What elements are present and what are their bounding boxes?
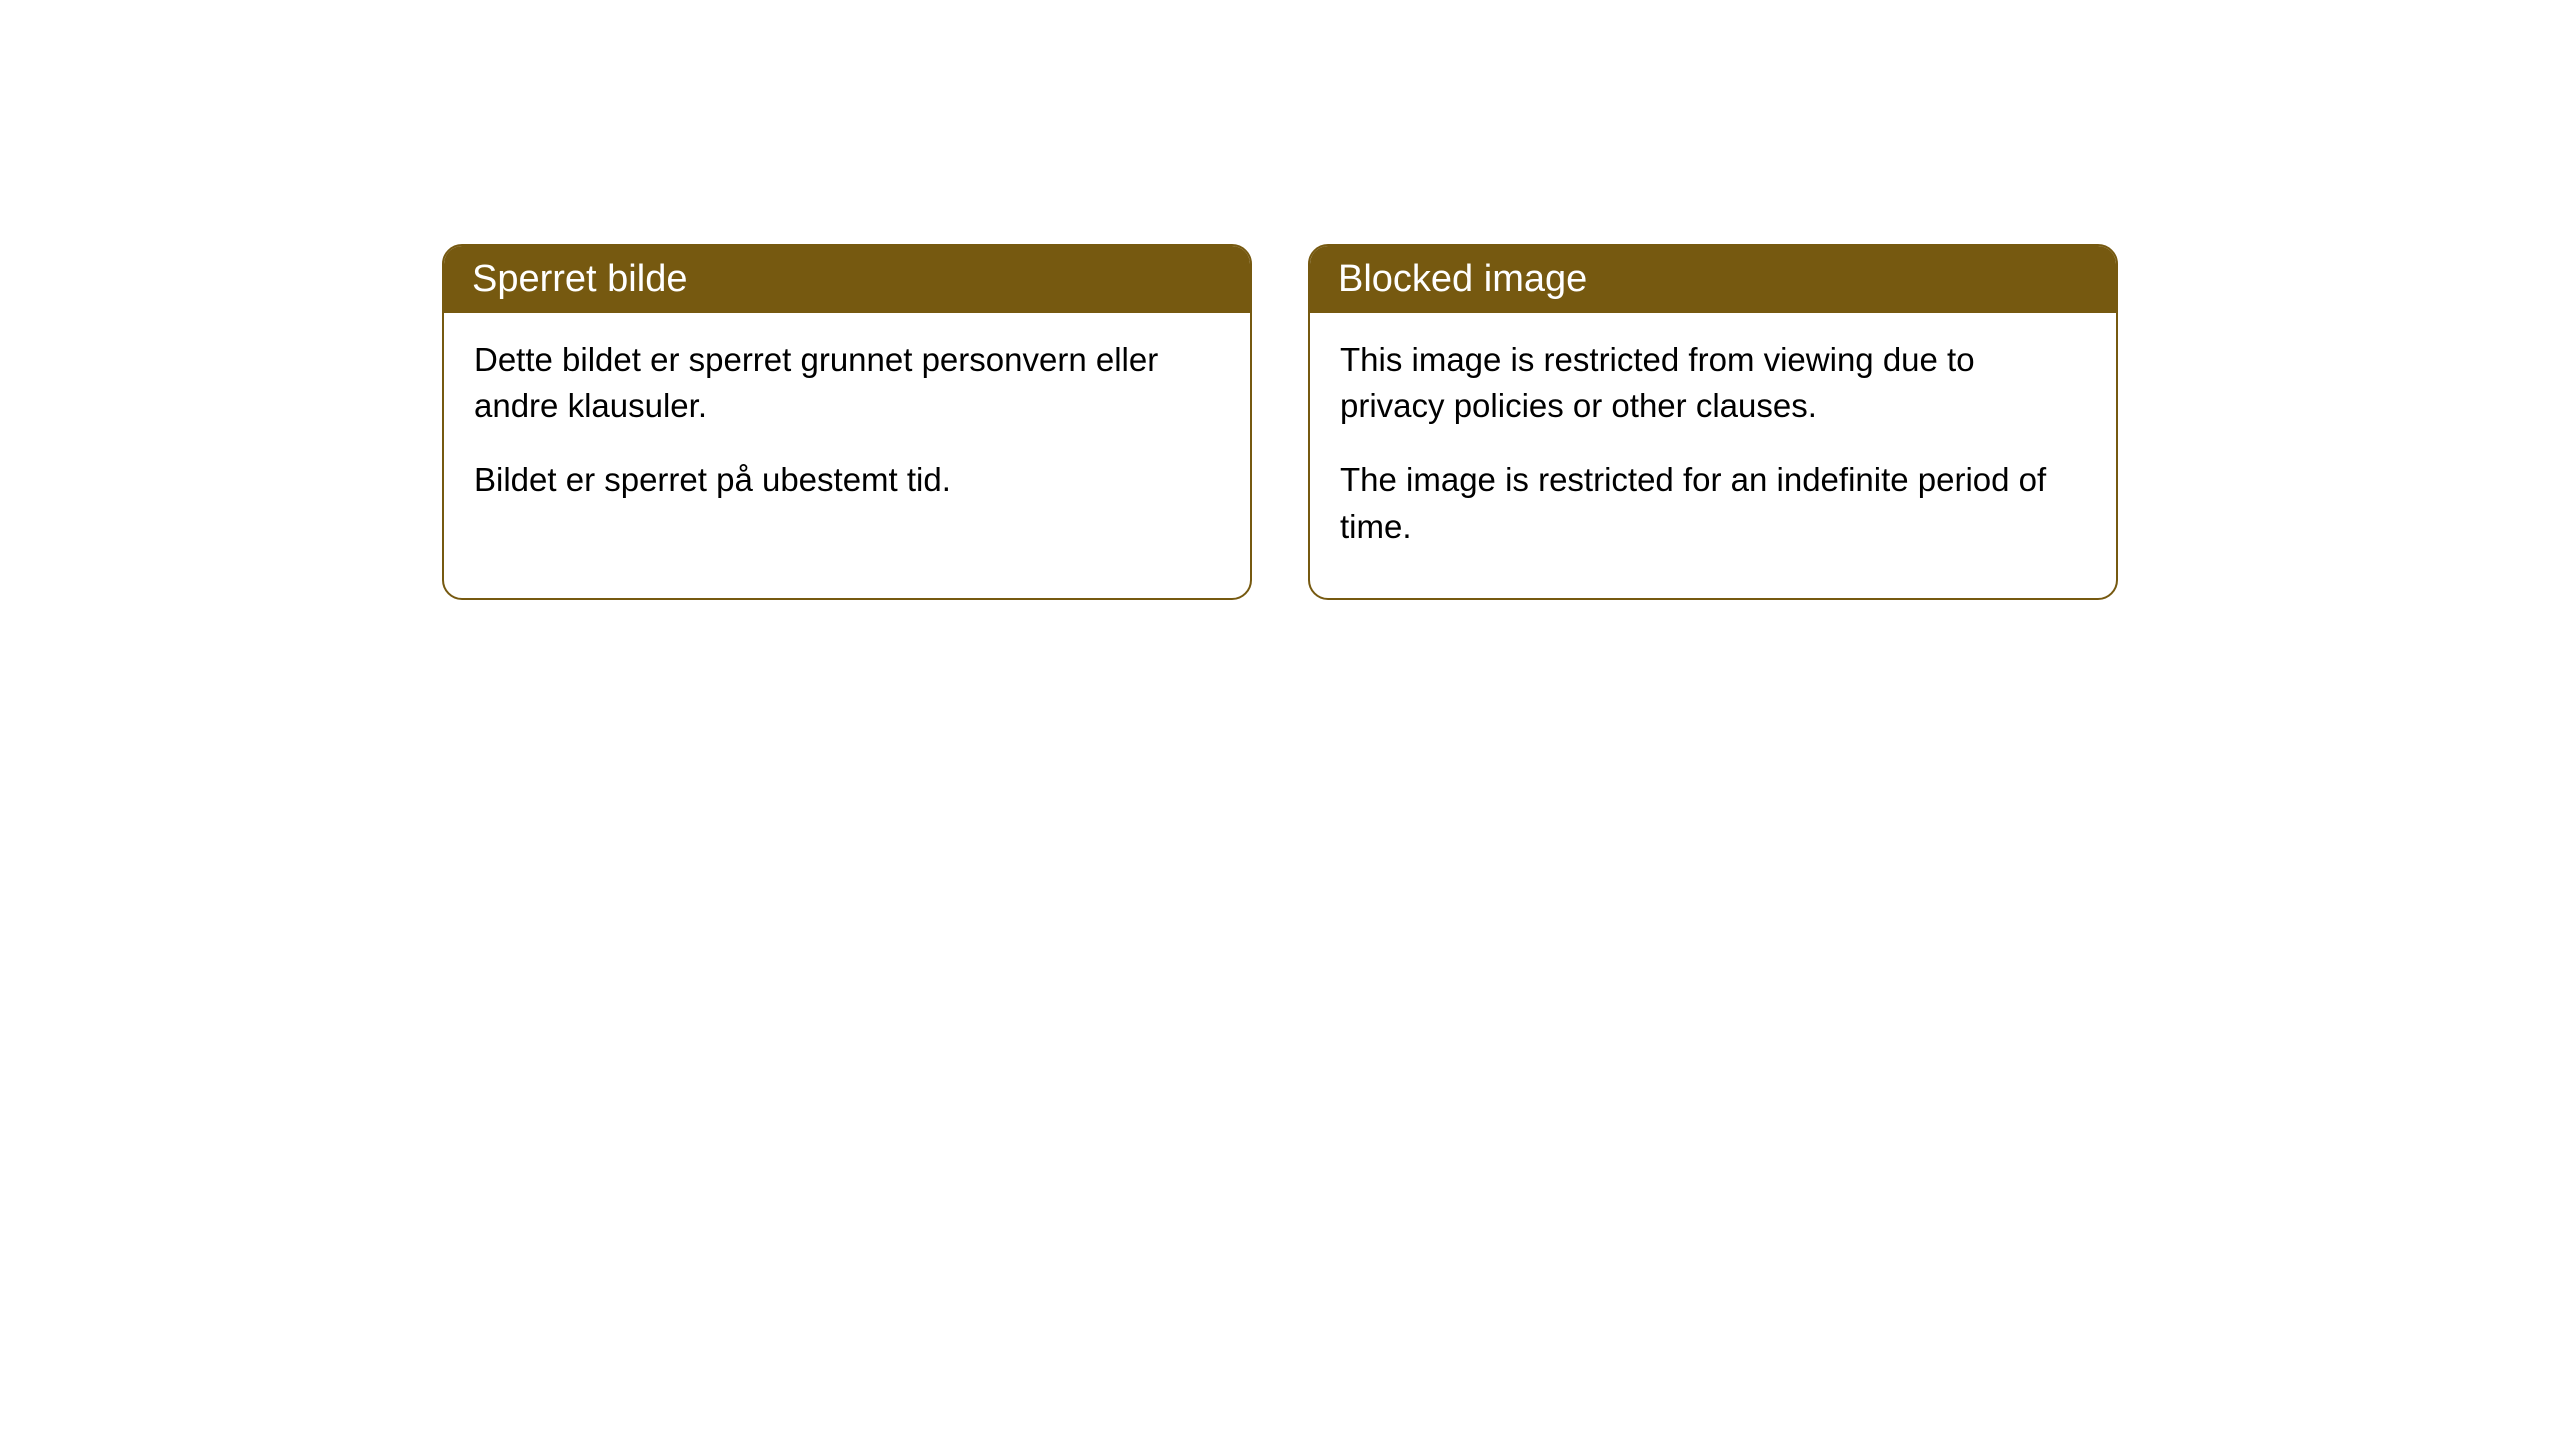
notice-card-english: Blocked image This image is restricted f… — [1308, 244, 2118, 600]
notice-card-norwegian: Sperret bilde Dette bildet er sperret gr… — [442, 244, 1252, 600]
card-title: Sperret bilde — [472, 258, 687, 300]
notice-cards-container: Sperret bilde Dette bildet er sperret gr… — [442, 244, 2118, 600]
card-header: Blocked image — [1310, 246, 2116, 313]
card-header: Sperret bilde — [444, 246, 1250, 313]
card-paragraph-2: The image is restricted for an indefinit… — [1340, 457, 2086, 549]
card-paragraph-2: Bildet er sperret på ubestemt tid. — [474, 457, 1220, 503]
card-body: This image is restricted from viewing du… — [1310, 313, 2116, 598]
card-title: Blocked image — [1338, 258, 1587, 300]
card-paragraph-1: This image is restricted from viewing du… — [1340, 337, 2086, 429]
card-paragraph-1: Dette bildet er sperret grunnet personve… — [474, 337, 1220, 429]
card-body: Dette bildet er sperret grunnet personve… — [444, 313, 1250, 552]
